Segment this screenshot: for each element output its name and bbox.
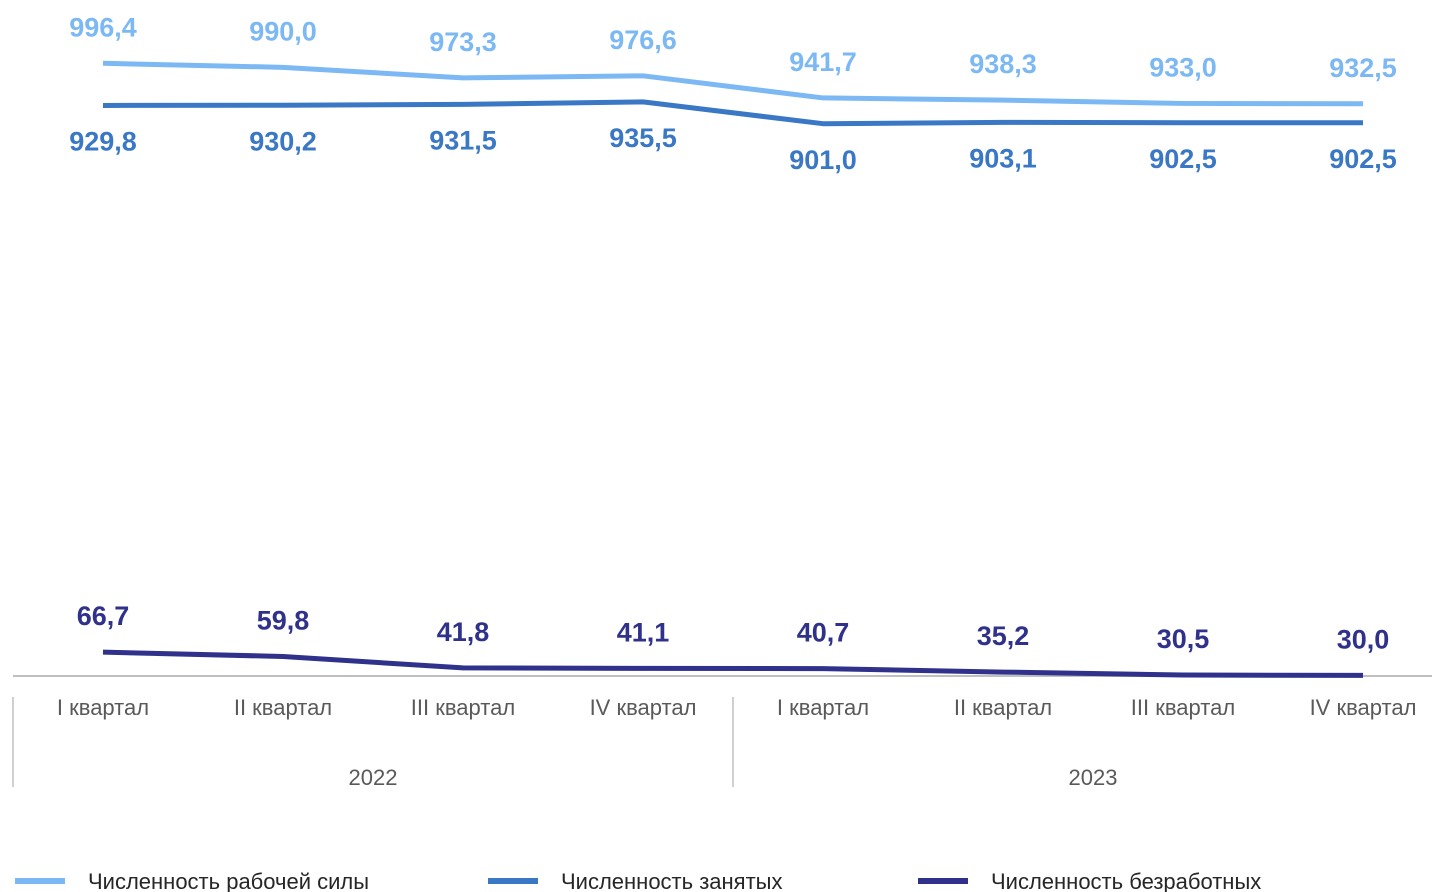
value-label: 996,4 — [69, 12, 137, 42]
value-label: 902,5 — [1149, 144, 1217, 174]
x-tick-label: IV квартал — [590, 695, 697, 720]
value-label: 929,8 — [69, 127, 137, 157]
value-label: 935,5 — [609, 123, 677, 153]
x-tick-label: II квартал — [954, 695, 1052, 720]
x-tick-label: III квартал — [411, 695, 515, 720]
value-label: 59,8 — [257, 606, 310, 636]
value-label: 931,5 — [429, 126, 497, 156]
value-label: 901,0 — [789, 145, 857, 175]
value-label: 932,5 — [1329, 53, 1397, 83]
value-label: 976,6 — [609, 25, 677, 55]
value-label: 40,7 — [797, 618, 850, 648]
value-label: 35,2 — [977, 621, 1030, 651]
value-label: 30,0 — [1337, 624, 1390, 654]
value-label: 41,8 — [437, 617, 490, 647]
x-tick-label: IV квартал — [1310, 695, 1417, 720]
group-label: 2023 — [1069, 765, 1118, 790]
value-label: 930,2 — [249, 126, 317, 156]
value-label: 938,3 — [969, 49, 1037, 79]
value-label: 903,1 — [969, 144, 1037, 174]
value-label: 973,3 — [429, 27, 497, 57]
series-line — [102, 649, 1364, 678]
value-label: 41,1 — [617, 617, 670, 647]
value-label: 902,5 — [1329, 144, 1397, 174]
x-tick-label: I квартал — [777, 695, 869, 720]
value-label: 990,0 — [249, 16, 317, 46]
legend-label: Численность безработных — [991, 869, 1261, 892]
series-line — [102, 99, 1363, 127]
legend-label: Численность рабочей силы — [88, 869, 369, 892]
legend-label: Численность занятых — [561, 869, 782, 892]
series-line — [102, 60, 1364, 107]
value-label: 941,7 — [789, 47, 857, 77]
value-label: 933,0 — [1149, 53, 1217, 83]
value-label: 66,7 — [77, 601, 130, 631]
value-label: 30,5 — [1157, 624, 1210, 654]
group-label: 2022 — [349, 765, 398, 790]
x-tick-label: I квартал — [57, 695, 149, 720]
x-tick-label: III квартал — [1131, 695, 1235, 720]
x-tick-label: II квартал — [234, 695, 332, 720]
